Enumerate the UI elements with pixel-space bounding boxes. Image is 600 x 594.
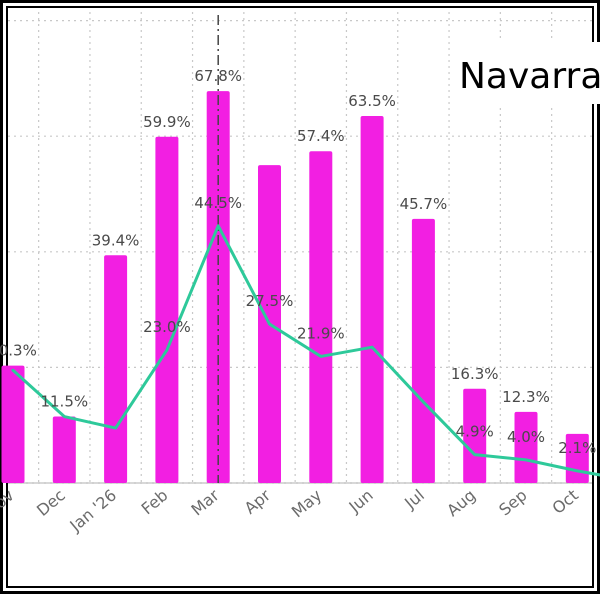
line-series <box>11 224 600 477</box>
bar-label-7: 63.5% <box>348 92 396 110</box>
tick-label-11: Oct <box>548 486 581 518</box>
bar-7 <box>360 115 384 483</box>
grid-lines <box>8 12 592 484</box>
bar-10 <box>514 411 538 483</box>
line-label-6: 21.9% <box>297 324 345 342</box>
line-label-11: 2.1% <box>558 439 596 457</box>
bar-label-8: 45.7% <box>400 195 448 213</box>
line-label-3: 23.0% <box>143 318 191 336</box>
line-label-9: 4.9% <box>456 423 494 441</box>
bar-label-9: 16.3% <box>451 365 499 383</box>
bar-label-0: 20.3% <box>0 342 37 360</box>
line-point-5 <box>268 322 271 326</box>
line-point-1 <box>63 415 66 418</box>
tick-label-8: Jul <box>400 486 428 514</box>
bar-label-6: 57.4% <box>297 127 345 145</box>
line-point-8 <box>422 400 425 404</box>
line-label-5: 27.5% <box>246 292 294 310</box>
bar-0 <box>1 365 25 483</box>
tick-label-1: Dec <box>33 486 69 520</box>
tick-label-0: Nov <box>0 486 18 521</box>
bar-label-4: 67.8% <box>194 67 242 85</box>
line-point-9 <box>473 453 476 456</box>
bar-9 <box>463 388 487 483</box>
bar-8 <box>411 218 435 483</box>
bar-label-1: 11.5% <box>40 393 88 411</box>
data-labels: 20.3% 11.5% 39.4% 59.9% 67.8% 57.4%63.5% 45.7%… <box>0 67 596 457</box>
tick-label-9: Aug <box>443 486 479 521</box>
tick-label-10: Sep <box>495 486 530 520</box>
bar-label-3: 59.9% <box>143 113 191 131</box>
tick-label-7: Jun <box>345 486 377 517</box>
bar-label-10: 12.3% <box>502 388 550 406</box>
line-point-11 <box>576 469 579 473</box>
tick-label-4: Mar <box>187 485 223 519</box>
tick-label-6: May <box>288 486 326 522</box>
bar-1 <box>52 416 76 483</box>
chart-title: Navarra <box>459 56 600 97</box>
line-point-7 <box>370 345 374 349</box>
line-point-6 <box>319 355 322 358</box>
line-point-0 <box>11 369 15 372</box>
tick-label-3: Feb <box>138 486 172 519</box>
line-point-4 <box>217 224 220 227</box>
bar-6 <box>309 151 333 483</box>
tick-label-2: Jan '26 <box>65 486 120 536</box>
bar-series <box>1 91 589 483</box>
bar-3 <box>155 136 179 483</box>
tick-label-5: Apr <box>241 485 275 518</box>
line-label-10: 4.0% <box>507 428 545 446</box>
line-label-4: 44.5% <box>194 194 242 212</box>
bar-label-2: 39.4% <box>92 231 140 249</box>
title-box <box>455 42 600 104</box>
line-point-10 <box>524 458 528 462</box>
line-point-2 <box>114 426 117 430</box>
bar-2 <box>104 255 128 483</box>
line-point-3 <box>165 348 169 352</box>
bar-4 <box>206 91 230 483</box>
